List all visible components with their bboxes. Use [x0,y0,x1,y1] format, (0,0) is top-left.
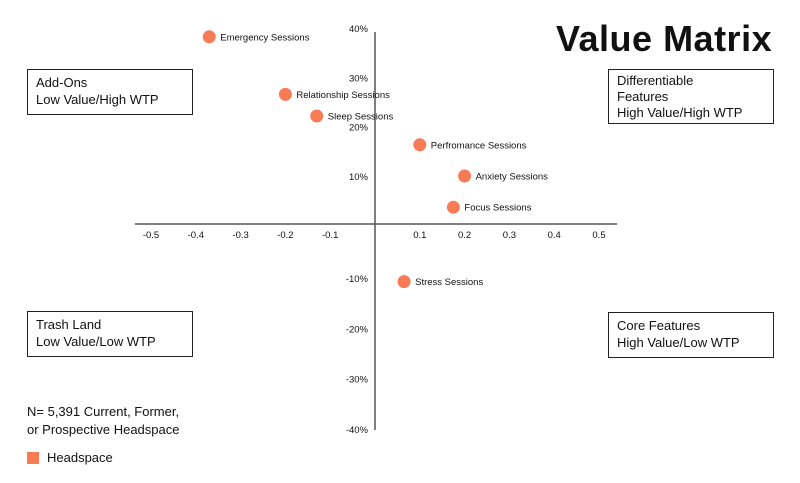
y-tick-label: -20% [346,324,369,335]
quadrant-title: Differentiable [617,73,694,88]
x-tick-label: -0.5 [143,230,159,241]
quadrant-add-ons: Add-Ons Low Value/High WTP [27,69,193,115]
sample-note: N= 5,391 Current, Former, or Prospective… [27,403,179,439]
x-tick-label: 0.2 [458,230,471,241]
data-label: Stress Sessions [415,277,483,288]
legend-label: Headspace [47,450,113,465]
quadrant-desc: Low Value/High WTP [36,92,159,107]
data-point [397,275,411,289]
x-tick-label: 0.3 [503,230,516,241]
quadrant-core-features: Core Features High Value/Low WTP [608,312,774,358]
y-tick-label: -40% [346,425,369,436]
data-point [413,138,427,152]
y-tick-label: 10% [349,172,369,183]
quadrant-desc: High Value/High WTP [617,105,743,120]
note-line: or Prospective Headspace [27,422,180,437]
chart-title: Value Matrix [556,18,773,59]
y-tick-label: -10% [346,274,369,285]
data-point [458,169,472,183]
data-point [310,109,324,123]
data-label: Emergency Sessions [220,32,309,43]
quadrant-title: Core Features [617,318,701,333]
quadrant-desc: High Value/Low WTP [617,335,740,350]
x-tick-label: 0.4 [548,230,561,241]
quadrant-differentiable: Differentiable Features High Value/High … [608,69,774,124]
note-line: N= 5,391 Current, Former, [27,404,180,419]
y-tick-label: 30% [349,73,369,84]
data-label: Relationship Sessions [296,90,390,101]
legend-swatch [27,451,39,464]
data-label: Focus Sessions [464,203,531,214]
quadrant-title: Add-Ons [36,75,88,90]
x-tick-label: 0.1 [413,230,426,241]
data-label: Sleep Sessions [328,112,394,123]
quadrant-title: Trash Land [36,317,102,332]
data-point [446,200,460,214]
y-tick-label: 40% [349,24,369,35]
quadrant-trash-land: Trash Land Low Value/Low WTP [27,311,193,357]
data-point [278,87,292,101]
x-tick-label: -0.4 [188,230,204,241]
x-tick-label: -0.3 [232,230,248,241]
data-point [202,30,216,44]
data-label: Anxiety Sessions [476,172,549,183]
y-tick-label: -30% [346,375,369,386]
x-tick-label: -0.2 [277,230,293,241]
quadrant-desc: Low Value/Low WTP [36,334,156,349]
quadrant-title-2: Features [617,89,669,104]
x-tick-label: -0.1 [322,230,338,241]
x-tick-label: 0.5 [592,230,605,241]
legend: Headspace [27,450,113,465]
y-tick-label: 20% [349,123,369,134]
data-label: Perfromance Sessions [431,140,527,151]
